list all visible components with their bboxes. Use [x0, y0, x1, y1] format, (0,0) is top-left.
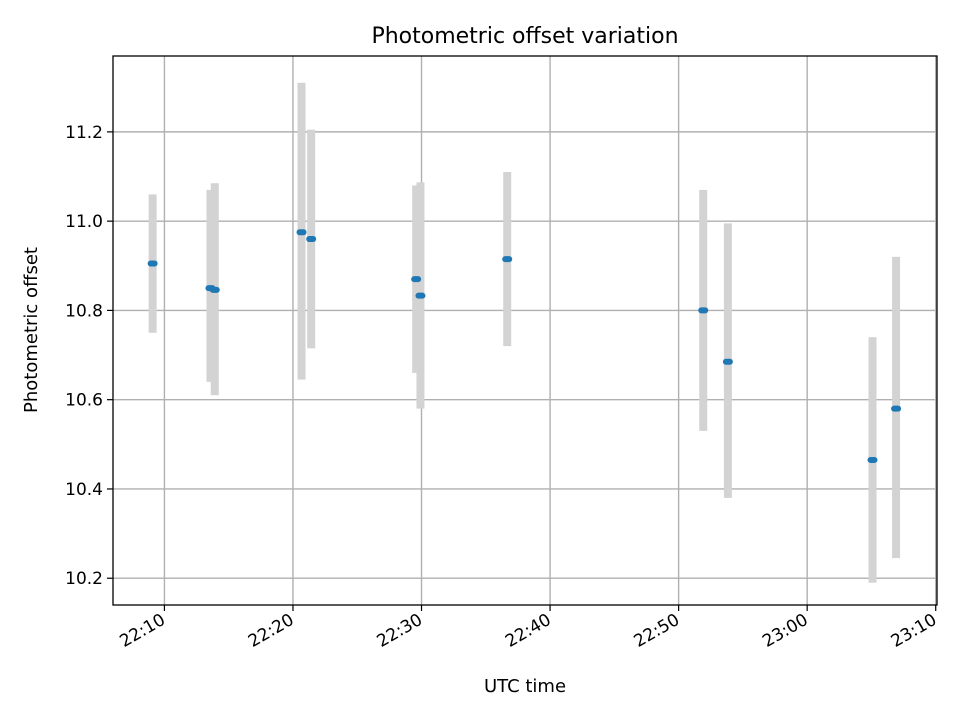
- y-tick-label: 11.2: [65, 123, 103, 143]
- y-axis-label: Photometric offset: [21, 247, 42, 413]
- x-tick-label: 23:00: [759, 610, 811, 652]
- data-point: [415, 292, 426, 299]
- chart-title: Photometric offset variation: [371, 24, 678, 49]
- x-axis-label: UTC time: [484, 676, 566, 697]
- data-point: [698, 307, 709, 314]
- data-point-layer: [147, 229, 902, 463]
- x-tick-label: 22:30: [374, 610, 426, 652]
- x-tick-label: 23:10: [888, 610, 940, 652]
- y-tick-label: 10.4: [65, 480, 103, 500]
- x-axis: 22:10 22:20 22:30 22:40 22:50 23:00 23:10: [116, 605, 940, 652]
- y-tick-label: 10.2: [65, 569, 103, 589]
- x-tick-label: 22:40: [502, 610, 554, 652]
- data-point: [296, 229, 307, 236]
- data-point: [502, 256, 513, 263]
- data-point: [209, 286, 220, 293]
- grid-layer: [113, 56, 937, 605]
- data-point: [147, 260, 158, 267]
- data-point: [722, 358, 733, 365]
- y-tick-label: 10.8: [65, 301, 103, 321]
- y-tick-label: 10.6: [65, 391, 103, 411]
- x-tick-label: 22:50: [631, 610, 683, 652]
- data-point: [891, 405, 902, 412]
- plot-frame: [112, 55, 938, 606]
- error-band-layer: [148, 82, 901, 583]
- y-axis: 10.2 10.4 10.6 10.8 11.0 11.2: [65, 123, 113, 589]
- x-tick-label: 22:10: [116, 610, 168, 652]
- x-tick-label: 22:20: [245, 610, 297, 652]
- data-point: [411, 276, 422, 283]
- y-tick-label: 11.0: [65, 212, 103, 232]
- data-point: [306, 236, 317, 242]
- data-point: [867, 456, 878, 463]
